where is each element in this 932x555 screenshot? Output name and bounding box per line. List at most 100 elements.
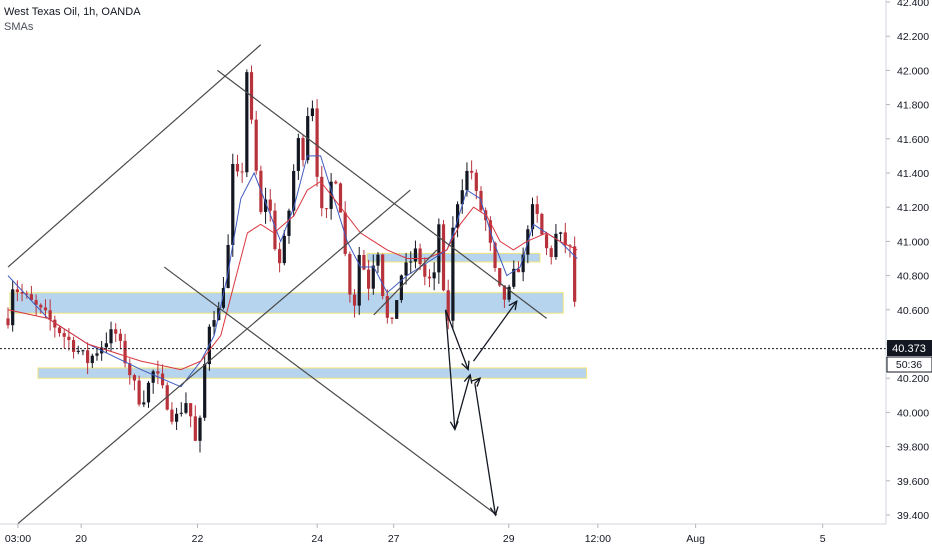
candle-body bbox=[554, 233, 558, 258]
candle-body bbox=[516, 268, 521, 273]
time-tick-label: 5 bbox=[820, 533, 826, 545]
time-tick-label: 12:00 bbox=[585, 533, 611, 545]
candle-body bbox=[137, 380, 141, 405]
sma-lines bbox=[7, 155, 578, 388]
candle-body bbox=[118, 333, 122, 341]
current-price-value: 40.373 bbox=[892, 343, 926, 355]
candle-body bbox=[395, 300, 399, 319]
candle-body bbox=[451, 227, 455, 321]
price-tick-label: 40.600 bbox=[897, 305, 929, 317]
candle-body bbox=[362, 254, 366, 270]
candle-body bbox=[29, 294, 34, 301]
candle-body bbox=[310, 108, 315, 117]
candle-body bbox=[357, 254, 361, 306]
candle-body bbox=[198, 417, 202, 441]
candle-body bbox=[498, 268, 502, 286]
time-axis[interactable]: 03:00 20 22 24 27 29 12:00 Aug 5 bbox=[0, 523, 886, 545]
countdown-label: 50:36 bbox=[886, 356, 932, 373]
time-tick-label: 24 bbox=[311, 533, 323, 545]
projection-arrow-line bbox=[454, 374, 471, 430]
projection-arrow-head bbox=[471, 377, 482, 387]
candle-body bbox=[423, 264, 427, 277]
trendline bbox=[7, 44, 262, 268]
candle-body bbox=[352, 294, 357, 306]
countdown-value: 50:36 bbox=[896, 359, 922, 371]
candle-body bbox=[507, 286, 511, 300]
candle-body bbox=[521, 254, 525, 273]
candle-body bbox=[530, 204, 535, 230]
candle-body bbox=[15, 289, 19, 293]
current-price-label: 40.373 bbox=[887, 340, 932, 356]
candle-body bbox=[254, 119, 258, 171]
trendline bbox=[217, 69, 548, 319]
price-tick-label: 41.400 bbox=[897, 168, 929, 180]
candle-body bbox=[470, 170, 474, 173]
projection-arrow-line bbox=[444, 309, 456, 430]
candle-body bbox=[535, 204, 539, 214]
projection-arrow-head bbox=[508, 300, 518, 311]
candle-body bbox=[174, 413, 179, 422]
candle-body bbox=[11, 289, 15, 326]
candle-body bbox=[512, 268, 516, 287]
candle-body bbox=[104, 343, 108, 348]
candle-body bbox=[573, 246, 577, 302]
candle-body bbox=[240, 171, 244, 173]
candle-body bbox=[212, 320, 216, 327]
projection-arrow-head bbox=[489, 506, 499, 517]
projection-arrows bbox=[444, 300, 518, 517]
price-tick-label: 41.200 bbox=[897, 202, 929, 214]
candle-body bbox=[67, 336, 71, 341]
candle-body bbox=[409, 261, 413, 263]
candle-body bbox=[287, 210, 291, 236]
candle-body bbox=[203, 364, 207, 418]
candle-body bbox=[142, 402, 146, 405]
projection-arrow-line bbox=[474, 383, 497, 516]
candle-body bbox=[334, 181, 338, 184]
candle-body bbox=[315, 108, 319, 177]
candle-body bbox=[493, 242, 497, 269]
indicator-label[interactable]: SMAs bbox=[4, 21, 34, 33]
candle-body bbox=[132, 375, 137, 381]
candle-body bbox=[446, 290, 450, 321]
candle-body bbox=[235, 164, 240, 172]
price-axis[interactable]: 42.400 42.200 42.000 41.800 41.600 41.400 41.2… bbox=[885, 0, 929, 524]
price-tick-label: 40.000 bbox=[897, 407, 929, 419]
candle-body bbox=[268, 199, 272, 211]
candle-body bbox=[437, 224, 441, 273]
projection-arrow-head bbox=[463, 373, 473, 384]
candle-body bbox=[189, 403, 193, 417]
candle-body bbox=[43, 307, 48, 311]
candle-body bbox=[263, 199, 268, 212]
candle-body bbox=[53, 319, 57, 328]
candle-body bbox=[474, 172, 478, 191]
candle-body bbox=[338, 183, 343, 213]
candle-body bbox=[324, 208, 329, 210]
candle-body bbox=[48, 310, 52, 320]
candle-body bbox=[559, 232, 563, 234]
candle-body bbox=[71, 340, 76, 352]
candle-body bbox=[282, 235, 286, 264]
candle-body bbox=[540, 213, 544, 235]
candle-body bbox=[455, 204, 460, 228]
candle-body bbox=[278, 249, 282, 264]
candle-body bbox=[404, 262, 408, 276]
price-tick-label: 42.400 bbox=[897, 0, 929, 9]
price-zone bbox=[9, 292, 564, 314]
candle-body bbox=[151, 371, 155, 383]
projection-arrow-head bbox=[461, 360, 470, 372]
candle-body bbox=[20, 292, 24, 294]
candle-body bbox=[385, 296, 389, 318]
candle-body bbox=[301, 138, 305, 161]
chart-title: West Texas Oil, 1h, OANDA bbox=[4, 6, 141, 18]
projection-arrow-line bbox=[472, 300, 518, 362]
candle-body bbox=[34, 300, 38, 305]
price-tick-label: 39.800 bbox=[897, 442, 929, 454]
candle-body bbox=[193, 416, 197, 441]
candle-body bbox=[231, 164, 235, 245]
candle-body bbox=[320, 176, 324, 209]
price-tick-label: 41.600 bbox=[897, 134, 929, 146]
candle-body bbox=[245, 72, 249, 173]
price-tick-label: 39.600 bbox=[897, 476, 929, 488]
